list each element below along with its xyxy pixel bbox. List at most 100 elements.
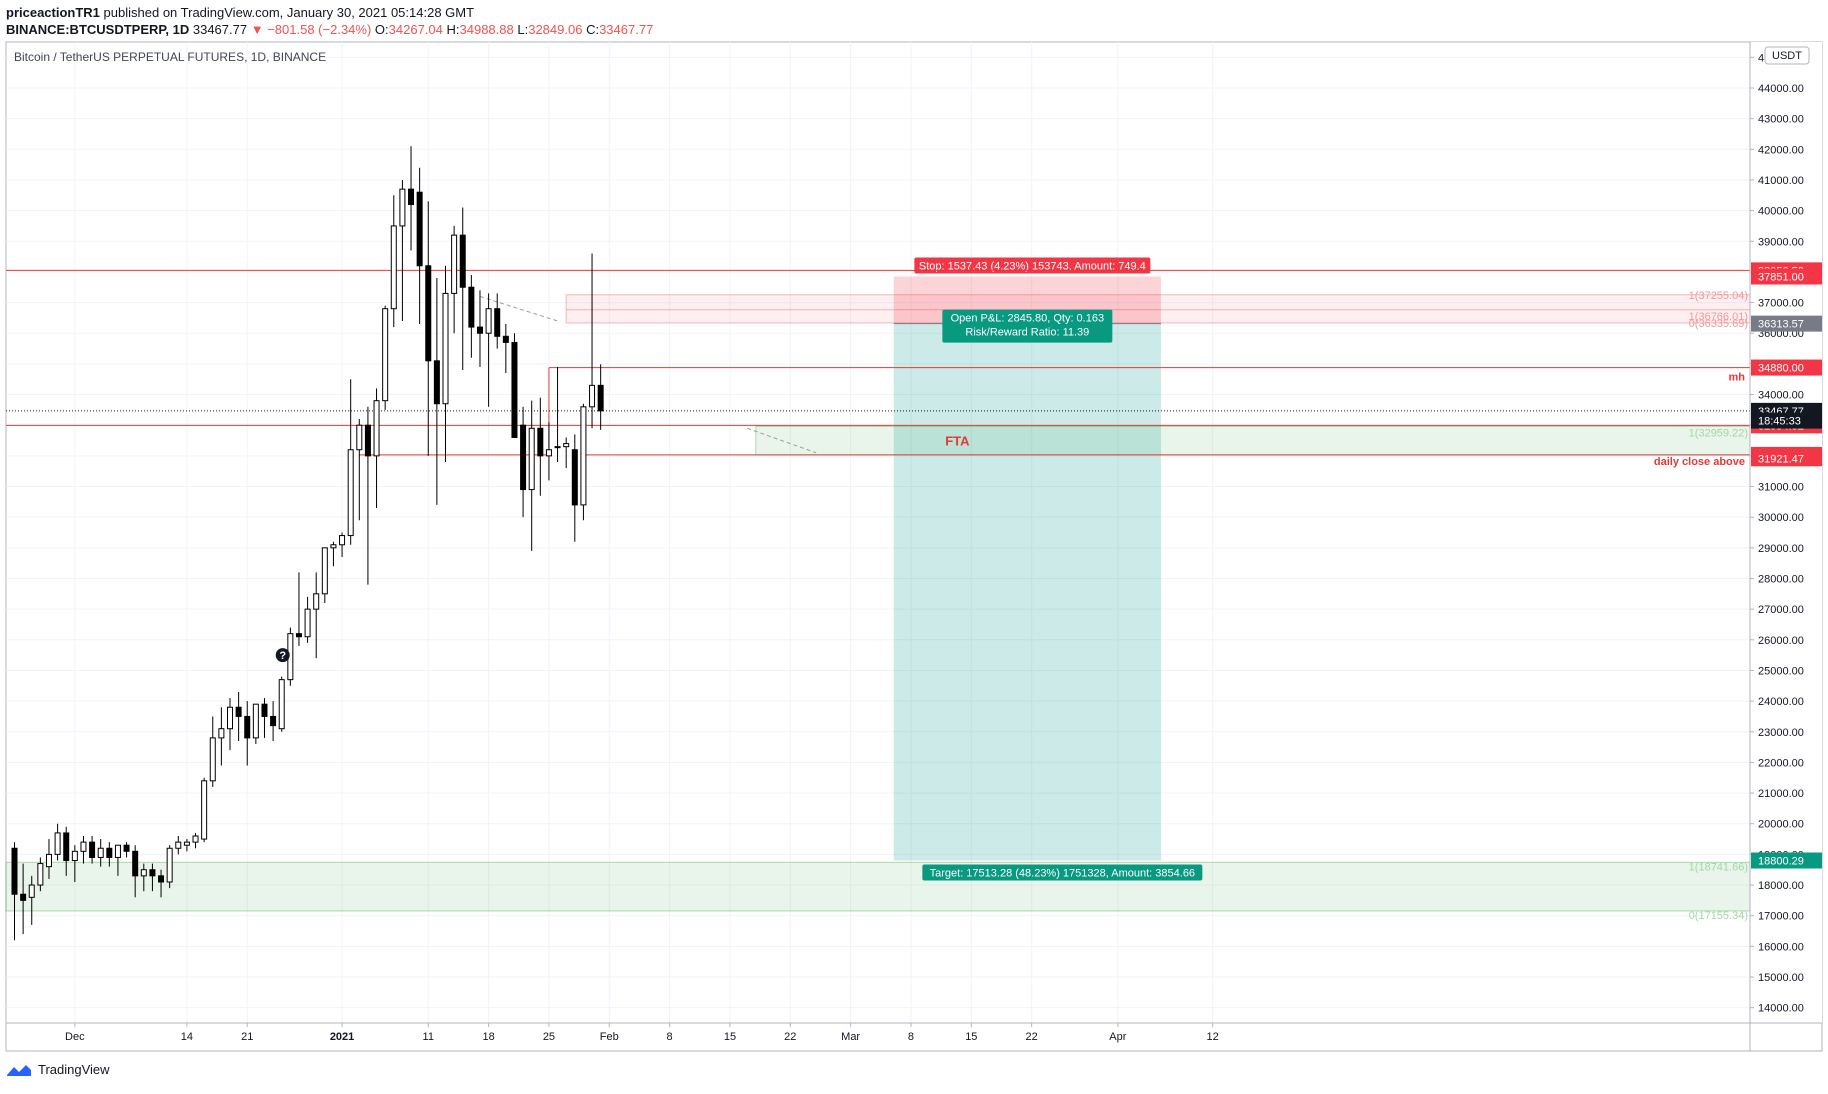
candle-body	[71, 850, 78, 862]
position-rr-text: Risk/Reward Ratio: 11.39	[965, 327, 1089, 339]
price-tick-label: 21000.00	[1758, 788, 1804, 800]
candle-body	[114, 844, 121, 858]
price-tick-label: 43000.00	[1758, 114, 1804, 126]
published-text: published on TradingView.com, January 30…	[103, 5, 475, 20]
candle-body	[295, 633, 302, 638]
candle-body	[201, 780, 208, 840]
price-tick-label: 42000.00	[1758, 144, 1804, 156]
price-tick-label: 20000.00	[1758, 819, 1804, 831]
candle-body	[89, 841, 96, 858]
fta-zone-top-label: 1(32959.22)	[1689, 427, 1748, 439]
currency-badge-text: USDT	[1772, 50, 1802, 62]
footer: TradingView	[6, 1062, 110, 1077]
price-tick-label: 31000.00	[1758, 482, 1804, 494]
candle-body	[321, 547, 328, 595]
axis-line-label-bg	[1751, 359, 1822, 376]
ohlc-line: BINANCE:BTCUSDTPERP, 1D 33467.77 ▼ −801.…	[6, 21, 653, 38]
axis-entry-label-bg	[1751, 315, 1822, 332]
time-tick-label: Feb	[600, 1031, 619, 1043]
price-tick-label: 37000.00	[1758, 298, 1804, 310]
time-tick-label: 11	[423, 1031, 434, 1043]
candle-body	[502, 335, 509, 343]
position-target-label-bg	[922, 864, 1203, 881]
position-stop-label-bg	[914, 257, 1151, 274]
fta-label: FTA	[945, 434, 970, 449]
candle-body	[123, 844, 130, 852]
axis-line-label: 31921.47	[1758, 453, 1804, 465]
axis-entry-label: 36313.57	[1758, 319, 1804, 331]
price-tick-label: 24000.00	[1758, 696, 1804, 708]
supply-zone-top-label: 1(37255.04)	[1689, 290, 1748, 302]
time-tick-label: Apr	[1109, 1031, 1126, 1043]
candle-body	[554, 446, 561, 449]
candle-body	[252, 703, 259, 739]
price-tick-label: 23000.00	[1758, 727, 1804, 739]
candle-body	[28, 884, 35, 898]
candle-body	[485, 308, 492, 334]
candle-body	[158, 875, 165, 883]
price-tick-label: 28000.00	[1758, 573, 1804, 585]
time-tick-label: 15	[965, 1031, 977, 1043]
candle-body	[183, 841, 190, 846]
candle-body	[54, 832, 61, 855]
axis-stop-label: 37851.00	[1758, 271, 1804, 283]
price-tick-label: 41000.00	[1758, 175, 1804, 187]
tradingview-logo-icon	[7, 1064, 31, 1076]
candle-body	[175, 841, 182, 849]
price-tick-label: 26000.00	[1758, 635, 1804, 647]
price-tick-label: 34000.00	[1758, 390, 1804, 402]
candle-body	[545, 449, 552, 457]
high-value: 34988.88	[459, 22, 514, 37]
time-tick-label: 12	[1207, 1031, 1219, 1043]
time-tick-label: 14	[181, 1031, 193, 1043]
candle-body	[356, 424, 363, 451]
candle-body	[270, 715, 277, 727]
close-label: C:	[586, 22, 600, 37]
candle-body	[520, 424, 527, 491]
candle-body	[313, 593, 320, 610]
axis-stop-label-bg	[1751, 268, 1822, 285]
candle-body	[433, 360, 440, 405]
symbol-label: BINANCE:BTCUSDTPERP, 1D	[6, 22, 190, 37]
axis-line-label-bg	[1751, 450, 1822, 467]
axis-countdown-label: 18:45:33	[1758, 416, 1801, 428]
candle-body	[399, 188, 406, 227]
price-tick-label: 40000.00	[1758, 206, 1804, 218]
candle-body	[330, 544, 337, 549]
position-stop-label: Stop: 1537.43 (4.23%) 153743, Amount: 74…	[919, 260, 1146, 272]
candle-body	[537, 427, 544, 457]
daily-close-label: daily close above	[1654, 456, 1745, 468]
mh-label: mh	[1729, 372, 1746, 384]
candle-body	[589, 384, 596, 408]
question-marker-icon	[275, 648, 290, 663]
price-change: −801.58 (−2.34%)	[267, 22, 372, 37]
publish-line: priceactionTR1 published on TradingView.…	[6, 4, 653, 21]
axis-target-label: 18800.29	[1758, 856, 1804, 868]
supply-zone-bottom-label: 0(36335.69)	[1689, 318, 1748, 330]
price-tick-label: 27000.00	[1758, 604, 1804, 616]
candle-body	[390, 225, 397, 310]
time-tick-label: 25	[543, 1031, 555, 1043]
price-tick-label: 29000.00	[1758, 543, 1804, 555]
time-tick-label: 15	[724, 1031, 736, 1043]
candle-body	[218, 728, 225, 739]
price-tick-label: 15000.00	[1758, 972, 1804, 984]
candle-body	[140, 869, 147, 877]
candle-body	[364, 424, 371, 457]
down-arrow-icon: ▼	[250, 22, 264, 37]
candle-body	[459, 234, 466, 288]
candle-body	[192, 835, 199, 843]
candle-body	[235, 706, 242, 717]
candle-body	[80, 841, 87, 852]
candle-body	[425, 265, 432, 362]
candle-body	[416, 191, 423, 267]
high-label: H:	[446, 22, 460, 37]
candle-body	[468, 286, 475, 328]
demand-zone-bottom-label: 0(17155.34)	[1689, 910, 1748, 922]
publisher-name[interactable]: priceactionTR1	[6, 5, 100, 20]
candle-body	[149, 869, 156, 877]
time-tick-label: 2021	[330, 1031, 354, 1043]
tradingview-brand[interactable]: TradingView	[38, 1062, 110, 1077]
